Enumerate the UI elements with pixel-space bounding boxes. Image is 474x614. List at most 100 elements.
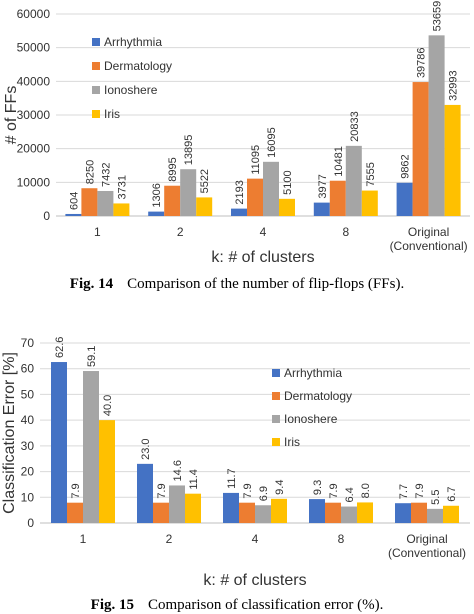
- bar-arrhythmia: [396, 182, 413, 216]
- legend-swatch-dermatology: [272, 392, 280, 400]
- legend-label-arrhythmia: Arrhythmia: [284, 366, 342, 380]
- category-label: 4: [252, 532, 259, 546]
- data-label: 7.9: [70, 483, 82, 498]
- bar-iris: [113, 203, 130, 216]
- figure-15-caption: Fig. 15 Comparison of classification erro…: [0, 597, 474, 614]
- legend-label-ionoshere: Ionoshere: [104, 83, 158, 97]
- legend-label-dermatology: Dermatology: [284, 389, 352, 403]
- bar-ionoshere: [428, 35, 445, 216]
- y-tick-label: 30: [21, 439, 35, 453]
- data-label: 9.3: [312, 480, 324, 495]
- data-label: 1306: [151, 183, 163, 207]
- bar-iris: [271, 498, 287, 523]
- category-label: 2: [166, 532, 173, 546]
- x-axis-title: k: # of clusters: [203, 572, 306, 589]
- bar-iris: [361, 190, 378, 216]
- data-label: 604: [68, 192, 80, 210]
- data-label: 3977: [317, 174, 329, 198]
- y-axis-title: # of FFs: [3, 86, 20, 145]
- bar-iris: [99, 420, 115, 523]
- data-label: 2193: [234, 180, 246, 204]
- category-label: 8: [342, 225, 349, 239]
- y-tick-label: 70: [21, 336, 35, 350]
- bar-ionoshere: [427, 508, 443, 523]
- legend-label-ionoshere: Ionoshere: [284, 412, 338, 426]
- data-label: 59.1: [86, 346, 98, 367]
- bar-arrhythmia: [395, 503, 411, 523]
- data-label: 39786: [416, 47, 428, 78]
- data-label: 11095: [250, 145, 262, 175]
- category-label: 2: [177, 225, 184, 239]
- legend-swatch-ionoshere: [92, 86, 100, 94]
- data-label: 40.0: [102, 395, 114, 416]
- data-label: 23.0: [140, 438, 152, 459]
- category-label: 1: [94, 225, 101, 239]
- data-label: 6.7: [446, 486, 458, 501]
- bar-dermatology: [153, 502, 169, 523]
- bar-ionoshere: [97, 190, 114, 216]
- bar-arrhythmia: [313, 202, 330, 216]
- bar-dermatology: [164, 185, 181, 216]
- category-label: (Conventional): [388, 546, 466, 560]
- classification-error-chart: 0 10 20 30 40 50 60 70 62.6 7.9 59.1 40.0 1 23.0 7.9 14…: [1, 336, 470, 589]
- bar-dermatology: [411, 502, 427, 523]
- bar-ionoshere: [83, 371, 99, 523]
- y-tick-label: 60000: [17, 7, 51, 21]
- bar-iris: [443, 505, 459, 523]
- figure-15-text: Comparison of classification error (%).: [148, 597, 384, 613]
- legend-label-iris: Iris: [104, 107, 120, 121]
- y-tick-label: 50: [21, 387, 35, 401]
- data-label: 6.9: [258, 486, 270, 501]
- data-label: 14.6: [172, 460, 184, 481]
- y-tick-label: 0: [43, 209, 50, 223]
- data-label: 5.5: [430, 490, 442, 505]
- bar-dermatology: [325, 502, 341, 523]
- data-label: 9862: [400, 154, 412, 178]
- data-label: 7.9: [156, 483, 168, 498]
- data-label: 20833: [349, 111, 361, 142]
- figure-15-number: Fig. 15: [90, 597, 134, 613]
- category-label: Original: [408, 225, 449, 239]
- legend-swatch-dermatology: [92, 62, 100, 70]
- legend-label-dermatology: Dermatology: [104, 59, 172, 73]
- y-tick-label: 40000: [17, 74, 51, 88]
- category-label: (Conventional): [390, 239, 468, 253]
- bar-ionoshere: [180, 169, 197, 216]
- data-label: 13895: [183, 135, 195, 166]
- data-label: 32993: [448, 70, 460, 101]
- bar-arrhythmia: [137, 463, 153, 523]
- bar-dermatology: [81, 188, 98, 216]
- bar-ionoshere: [255, 505, 271, 523]
- data-label: 9.4: [274, 480, 286, 495]
- figure-14-caption: Fig. 14 Comparison of the number of flip-…: [0, 276, 474, 293]
- data-label: 10481: [333, 146, 345, 177]
- bar-ionoshere: [169, 485, 185, 523]
- bar-ionoshere: [345, 145, 362, 216]
- bar-dermatology: [239, 502, 255, 523]
- figure-14-text: Comparison of the number of flip-flops (…: [127, 276, 405, 292]
- legend-label-iris: Iris: [284, 435, 300, 449]
- y-tick-label: 10: [21, 490, 35, 504]
- data-label: 8250: [84, 160, 96, 184]
- x-axis-title: k: # of clusters: [211, 249, 314, 266]
- data-label: 8995: [167, 157, 179, 181]
- data-label: 11.7: [226, 468, 238, 489]
- y-tick-label: 0: [27, 516, 34, 530]
- y-tick-label: 40: [21, 413, 35, 427]
- data-label: 5522: [199, 169, 211, 193]
- data-label: 53659: [432, 1, 444, 32]
- y-tick-label: 30000: [17, 108, 51, 122]
- data-label: 6.4: [344, 487, 356, 502]
- y-tick-label: 20000: [17, 142, 51, 156]
- bar-arrhythmia: [309, 499, 325, 523]
- legend-swatch-arrhythmia: [272, 369, 280, 377]
- data-label: 62.6: [54, 337, 66, 358]
- data-label: 16095: [266, 127, 278, 158]
- data-label: 8.0: [360, 483, 372, 498]
- bar-iris: [444, 104, 461, 216]
- legend-swatch-iris: [272, 438, 280, 446]
- bar-arrhythmia: [148, 211, 165, 216]
- y-tick-label: 10000: [17, 175, 51, 189]
- legend-swatch-iris: [92, 110, 100, 118]
- bar-ionoshere: [341, 506, 357, 523]
